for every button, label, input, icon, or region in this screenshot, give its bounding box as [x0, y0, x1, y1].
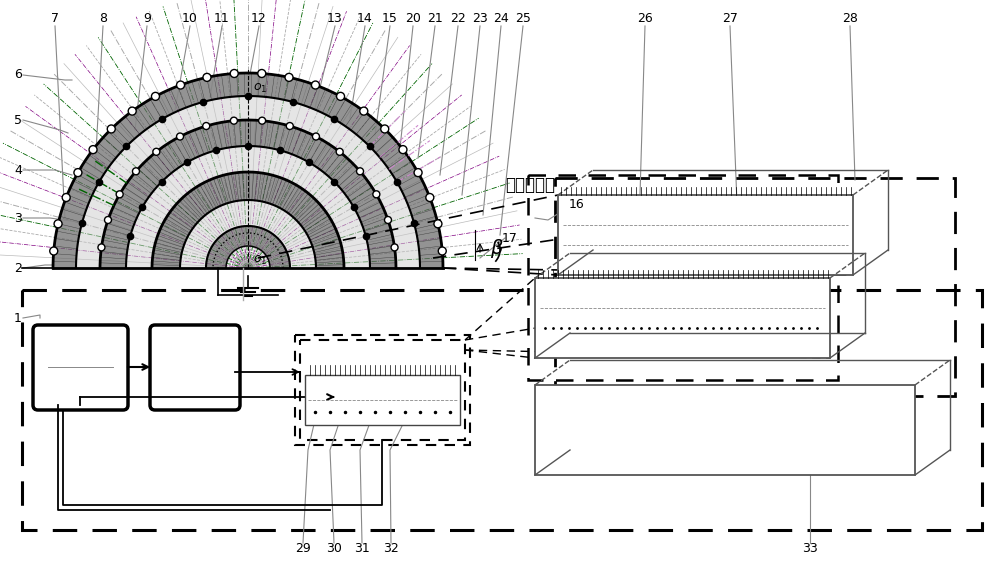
Circle shape — [438, 247, 446, 255]
Circle shape — [230, 117, 237, 124]
Circle shape — [391, 244, 398, 251]
Text: 12: 12 — [251, 11, 267, 24]
Circle shape — [360, 107, 368, 115]
Circle shape — [151, 92, 159, 100]
Circle shape — [132, 168, 139, 175]
Text: 3: 3 — [14, 212, 22, 225]
Circle shape — [107, 125, 115, 133]
Circle shape — [203, 122, 210, 130]
Circle shape — [203, 74, 211, 82]
Bar — [528, 175, 838, 380]
FancyBboxPatch shape — [150, 325, 240, 410]
Text: 10: 10 — [182, 11, 198, 24]
Text: 27: 27 — [722, 11, 738, 24]
Text: 28: 28 — [842, 11, 858, 24]
Text: 5: 5 — [14, 114, 22, 126]
Circle shape — [54, 220, 62, 228]
Circle shape — [337, 92, 345, 100]
Circle shape — [285, 74, 293, 82]
Text: 4: 4 — [14, 164, 22, 177]
Circle shape — [177, 133, 184, 140]
Text: 2: 2 — [14, 261, 22, 275]
Bar — [22, 290, 982, 530]
Circle shape — [230, 70, 238, 78]
Text: 11: 11 — [214, 11, 230, 24]
Text: 25: 25 — [515, 11, 531, 24]
Text: 23: 23 — [472, 11, 488, 24]
Circle shape — [312, 133, 319, 140]
Polygon shape — [76, 96, 420, 268]
Circle shape — [98, 244, 105, 251]
Text: $o_1$: $o_1$ — [253, 82, 267, 95]
Text: 13: 13 — [327, 11, 343, 24]
Circle shape — [384, 216, 391, 224]
Text: 6: 6 — [14, 68, 22, 82]
Circle shape — [74, 169, 82, 177]
Text: $\beta$: $\beta$ — [490, 237, 504, 259]
Circle shape — [311, 81, 319, 89]
Text: 33: 33 — [802, 542, 818, 555]
Circle shape — [116, 191, 123, 198]
Circle shape — [177, 81, 185, 89]
Circle shape — [105, 216, 112, 224]
Circle shape — [50, 247, 58, 255]
Text: 32: 32 — [383, 542, 399, 555]
Circle shape — [62, 194, 70, 201]
Polygon shape — [180, 200, 316, 268]
Text: 31: 31 — [354, 542, 370, 555]
Text: 8: 8 — [99, 11, 107, 24]
Circle shape — [153, 148, 160, 155]
Text: 26: 26 — [637, 11, 653, 24]
Circle shape — [399, 145, 407, 153]
Polygon shape — [53, 73, 443, 268]
Text: 29: 29 — [295, 542, 311, 555]
Bar — [535, 385, 915, 475]
FancyBboxPatch shape — [33, 325, 128, 410]
Circle shape — [286, 122, 293, 130]
Circle shape — [426, 194, 434, 201]
Circle shape — [89, 145, 97, 153]
Text: 16: 16 — [569, 199, 585, 212]
Text: 14: 14 — [357, 11, 373, 24]
Text: 21: 21 — [427, 11, 443, 24]
Circle shape — [357, 168, 364, 175]
Text: 30: 30 — [326, 542, 342, 555]
Bar — [295, 335, 470, 445]
Polygon shape — [152, 172, 344, 268]
Circle shape — [259, 117, 266, 124]
Circle shape — [258, 70, 266, 78]
Text: 24: 24 — [493, 11, 509, 24]
Circle shape — [373, 191, 380, 198]
Text: 1: 1 — [14, 311, 22, 324]
Polygon shape — [126, 146, 370, 268]
Text: 20: 20 — [405, 11, 421, 24]
Text: 17: 17 — [502, 231, 518, 245]
Circle shape — [414, 169, 422, 177]
Bar — [558, 195, 853, 275]
Polygon shape — [100, 120, 396, 268]
Circle shape — [128, 107, 136, 115]
Text: $o_1$: $o_1$ — [253, 254, 267, 267]
Circle shape — [336, 148, 343, 155]
Text: 9: 9 — [143, 11, 151, 24]
Text: 15: 15 — [382, 11, 398, 24]
Bar — [300, 340, 465, 440]
Text: 7: 7 — [51, 11, 59, 24]
Bar — [535, 278, 830, 358]
Text: 子午面视图: 子午面视图 — [505, 176, 555, 194]
Bar — [555, 178, 955, 396]
Circle shape — [381, 125, 389, 133]
Circle shape — [434, 220, 442, 228]
Text: 22: 22 — [450, 11, 466, 24]
Bar — [305, 375, 460, 425]
Polygon shape — [206, 226, 290, 268]
